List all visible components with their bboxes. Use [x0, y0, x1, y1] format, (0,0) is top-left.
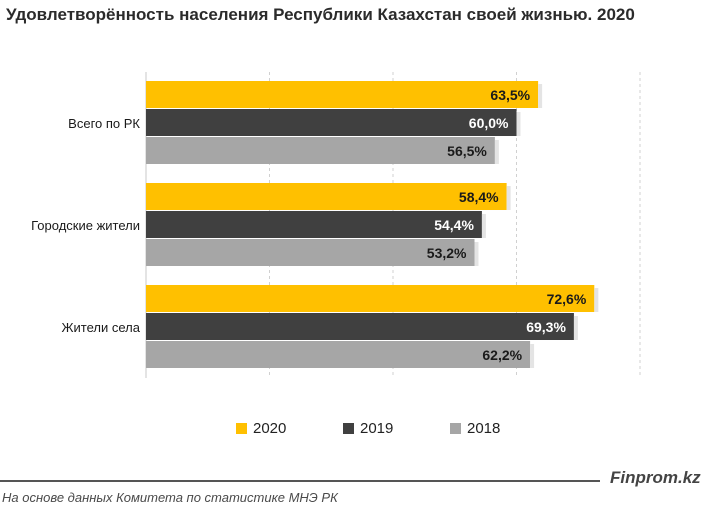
bar-shadow — [573, 316, 578, 340]
data-label: 56,5% — [447, 143, 487, 159]
legend-label-2020: 2020 — [253, 420, 287, 437]
source-note: На основе данных Комитета по статистике … — [2, 490, 338, 505]
legend-item-2018: 2018 — [450, 420, 500, 437]
bar-shadow — [474, 242, 479, 266]
data-label: 63,5% — [490, 87, 530, 103]
data-label: 72,6% — [547, 291, 587, 307]
bar-2020-1 — [146, 183, 507, 210]
bar-shadow — [516, 112, 521, 136]
data-label: 58,4% — [459, 189, 499, 205]
legend: 2020 2019 2018 — [0, 420, 720, 440]
data-label: 54,4% — [434, 217, 474, 233]
legend-swatch-2018 — [450, 423, 461, 434]
bar-2019-1 — [146, 211, 482, 238]
chart-title: Удовлетворённость населения Республики К… — [6, 5, 635, 24]
bar-chart: 63,5% 60,0% 56,5% Всего по РК 58,4% 54,4% 53,2… — [31, 72, 641, 378]
category-label: Жители села — [62, 320, 141, 335]
data-label: 53,2% — [427, 245, 467, 261]
brand-logo-text: Finprom.kz — [610, 468, 701, 487]
legend-item-2020: 2020 — [236, 420, 286, 437]
bar-2018-1 — [146, 239, 475, 266]
category-label: Всего по РК — [68, 116, 140, 131]
legend-label-2019: 2019 — [360, 420, 394, 437]
bar-2019-0 — [146, 109, 517, 136]
bar-shadow — [538, 84, 543, 108]
bar-2020-2 — [146, 285, 595, 312]
data-label: 60,0% — [469, 115, 509, 131]
category-label: Городские жители — [31, 218, 140, 233]
bar-shadow — [594, 288, 599, 312]
bar-2018-0 — [146, 137, 495, 164]
bar-2020-0 — [146, 81, 539, 108]
bar-shadow — [530, 344, 535, 368]
legend-swatch-2019 — [343, 423, 354, 434]
bar-2019-2 — [146, 313, 574, 340]
legend-swatch-2020 — [236, 423, 247, 434]
bar-shadow — [494, 140, 499, 164]
legend-label-2018: 2018 — [467, 420, 501, 437]
footer-divider — [0, 480, 600, 482]
data-label: 62,2% — [482, 347, 522, 363]
bar-shadow — [506, 186, 511, 210]
data-label: 69,3% — [526, 319, 566, 335]
legend-item-2019: 2019 — [343, 420, 393, 437]
bar-shadow — [481, 214, 486, 238]
bar-2018-2 — [146, 341, 531, 368]
